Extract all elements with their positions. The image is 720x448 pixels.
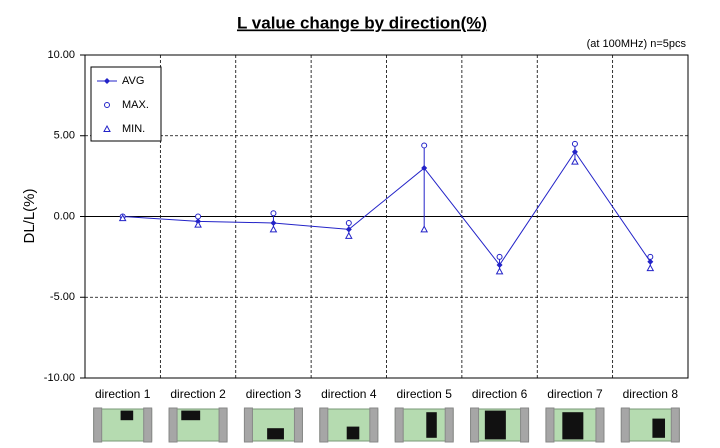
chip-icon xyxy=(168,407,228,443)
data-point xyxy=(344,231,353,239)
data-point xyxy=(345,219,352,226)
chip-mark xyxy=(120,410,134,421)
data-point xyxy=(647,253,654,260)
chip-icon xyxy=(243,407,303,443)
legend-label: MIN. xyxy=(122,123,145,135)
data-point xyxy=(195,213,202,220)
data-point xyxy=(647,258,654,265)
data-point xyxy=(345,226,352,233)
data-point xyxy=(646,264,655,272)
data-point xyxy=(118,214,127,222)
data-point xyxy=(495,267,504,275)
chip-body xyxy=(620,408,680,442)
chip-cap xyxy=(470,407,480,443)
series-line xyxy=(122,151,651,266)
legend-label: MAX. xyxy=(122,99,149,111)
x-tick-label: direction 3 xyxy=(246,387,302,401)
x-tick-label: direction 5 xyxy=(397,387,453,401)
data-point xyxy=(571,157,579,165)
y-tick-label: 10.00 xyxy=(47,49,75,61)
chip-mark xyxy=(426,412,437,438)
chip-cap xyxy=(293,407,303,443)
legend-marker xyxy=(103,124,111,132)
y-tick-label: -10.00 xyxy=(44,372,75,384)
chip-body xyxy=(168,408,228,442)
data-point xyxy=(571,148,578,155)
chip-body xyxy=(243,408,303,442)
data-point xyxy=(421,165,428,172)
y-tick-label: -5.00 xyxy=(50,291,75,303)
x-tick-label: direction 2 xyxy=(170,387,226,401)
chip-cap xyxy=(545,407,555,443)
y-tick-label: 0.00 xyxy=(54,210,75,222)
chip-body xyxy=(394,408,454,442)
chip-icon xyxy=(620,407,680,443)
chip-cap xyxy=(369,407,379,443)
data-point xyxy=(194,220,202,228)
chip-icon xyxy=(394,407,454,443)
x-tick-label: direction 6 xyxy=(472,387,528,401)
legend-label: AVG xyxy=(122,75,144,87)
data-point xyxy=(270,210,277,217)
chip-cap xyxy=(319,407,329,443)
chip-mark xyxy=(652,418,666,438)
chip-icon xyxy=(470,407,530,443)
data-point xyxy=(496,253,503,260)
chip-mark xyxy=(484,410,506,440)
chip-mark xyxy=(346,426,360,440)
chart-subtitle: (at 100MHz) n=5pcs xyxy=(587,38,687,50)
data-point xyxy=(269,225,278,233)
chip-cap xyxy=(243,407,253,443)
chip-cap xyxy=(218,407,228,443)
chip-cap xyxy=(394,407,404,443)
data-point xyxy=(420,225,429,233)
chart-title: L value change by direction(%) xyxy=(237,13,487,32)
chip-icon xyxy=(319,407,379,443)
y-tick-label: 5.00 xyxy=(54,130,75,142)
chip-mark xyxy=(267,428,284,440)
data-point xyxy=(421,142,428,149)
chip-cap xyxy=(520,407,530,443)
x-tick-label: direction 4 xyxy=(321,387,377,401)
chip-icon xyxy=(545,407,605,443)
chip-icon xyxy=(93,407,153,443)
legend-marker xyxy=(104,102,110,108)
chip-cap xyxy=(670,407,680,443)
x-tick-label: direction 7 xyxy=(547,387,603,401)
data-point xyxy=(496,261,503,268)
data-point xyxy=(571,140,578,147)
chip-mark xyxy=(181,410,201,421)
legend-box xyxy=(90,66,162,142)
chip-cap xyxy=(168,407,178,443)
chip-cap xyxy=(444,407,454,443)
x-tick-label: direction 8 xyxy=(623,387,679,401)
chip-cap xyxy=(620,407,630,443)
legend-marker xyxy=(104,78,110,84)
plot-frame xyxy=(84,54,689,379)
chip-cap xyxy=(143,407,153,443)
chip-cap xyxy=(595,407,605,443)
chip-mark xyxy=(562,412,584,440)
y-axis-label: DL/L(%) xyxy=(21,188,38,243)
chip-cap xyxy=(93,407,103,443)
data-point xyxy=(270,219,277,226)
x-tick-label: direction 1 xyxy=(95,387,151,401)
